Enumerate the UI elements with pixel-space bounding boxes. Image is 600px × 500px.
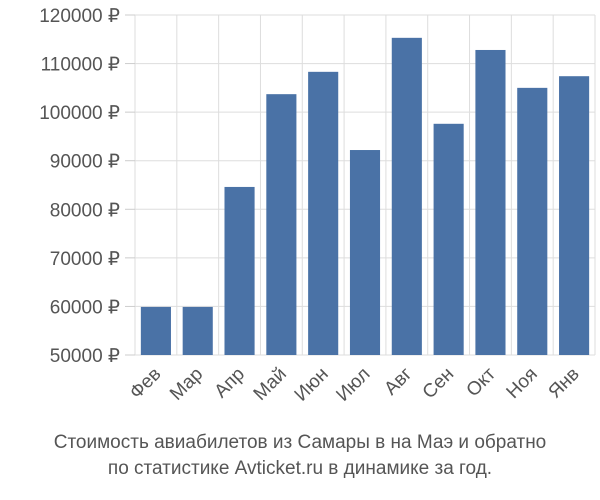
chart-title: Стоимость авиабилетов из Самары в на Маэ…: [54, 432, 547, 453]
y-tick-label: 120000 ₽: [39, 6, 120, 27]
x-tick-label: Апр: [211, 364, 250, 403]
chart-title: по статистике Avticket.ru в динамике за …: [108, 458, 492, 479]
bar: [391, 37, 422, 355]
bar: [224, 186, 255, 355]
y-tick-label: 90000 ₽: [50, 152, 120, 173]
bar: [475, 49, 506, 355]
bar: [266, 94, 297, 356]
x-tick-label: Янв: [545, 364, 584, 403]
x-tick-label: Ноя: [503, 364, 542, 403]
bar: [433, 123, 464, 355]
bar: [182, 306, 213, 355]
x-tick-label: Май: [250, 364, 291, 405]
x-tick-label: Фев: [126, 364, 166, 404]
bar: [517, 87, 548, 355]
y-tick-label: 110000 ₽: [41, 55, 120, 76]
x-tick-label: Июл: [332, 364, 374, 406]
bar: [140, 306, 171, 355]
bar: [349, 150, 381, 355]
x-tick-label: Сен: [419, 364, 458, 403]
bar: [308, 71, 339, 355]
y-tick-label: 80000 ₽: [50, 200, 120, 221]
bar: [559, 76, 590, 355]
y-tick-label: 60000 ₽: [50, 297, 120, 318]
x-tick-label: Мар: [166, 364, 207, 405]
x-tick-label: Июн: [291, 364, 333, 406]
y-tick-label: 100000 ₽: [39, 103, 120, 124]
x-tick-label: Авг: [381, 364, 417, 400]
y-tick-label: 70000 ₽: [50, 249, 120, 270]
x-tick-label: Окт: [463, 363, 501, 401]
y-tick-label: 50000 ₽: [50, 346, 120, 367]
